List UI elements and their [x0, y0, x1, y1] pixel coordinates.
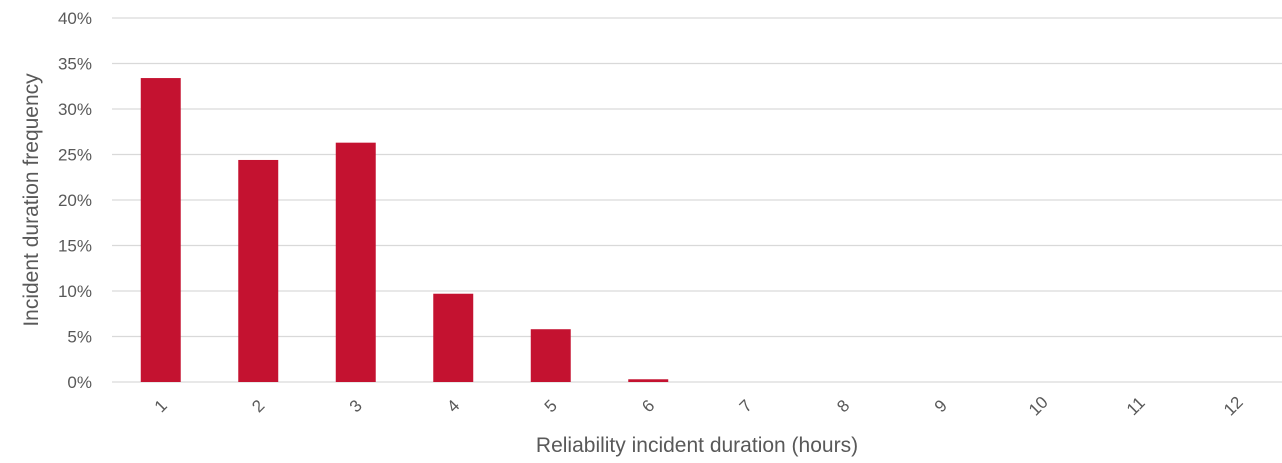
y-tick-label: 40%: [58, 9, 92, 28]
gridlines: [112, 17, 1282, 383]
bar: [238, 159, 279, 382]
x-axis-ticks: 1 2 3 4 5 6 7 8 9 10 11 12: [151, 393, 1247, 420]
x-tick-label: 8: [833, 396, 853, 416]
x-tick-label: 4: [443, 396, 463, 416]
y-tick-label: 10%: [58, 282, 92, 301]
bar: [335, 142, 376, 382]
x-tick-label: 3: [346, 396, 366, 416]
x-axis-title: Reliability incident duration (hours): [536, 434, 858, 457]
x-tick-label: 7: [736, 396, 756, 416]
x-tick-label: 6: [638, 396, 658, 416]
y-tick-label: 25%: [58, 146, 92, 165]
x-tick-label: 10: [1025, 393, 1052, 420]
y-axis-ticks: 0% 5% 10% 15% 20% 25% 30% 35% 40%: [58, 9, 92, 392]
x-tick-label: 2: [248, 396, 268, 416]
y-tick-label: 0%: [67, 373, 92, 392]
y-tick-label: 15%: [58, 237, 92, 256]
x-tick-label: 12: [1220, 393, 1247, 420]
x-tick-label: 1: [151, 396, 171, 416]
x-tick-label: 9: [931, 396, 951, 416]
bar: [628, 379, 669, 382]
y-tick-label: 30%: [58, 100, 92, 119]
y-tick-label: 5%: [67, 328, 92, 347]
y-tick-label: 20%: [58, 191, 92, 210]
bars: [140, 78, 669, 382]
bar: [433, 293, 474, 382]
y-axis-title: Incident duration frequency: [20, 73, 43, 327]
y-tick-label: 35%: [58, 55, 92, 74]
x-tick-label: 11: [1123, 393, 1149, 419]
bar: [530, 329, 571, 382]
x-tick-label: 5: [541, 396, 561, 416]
bar: [140, 78, 181, 382]
